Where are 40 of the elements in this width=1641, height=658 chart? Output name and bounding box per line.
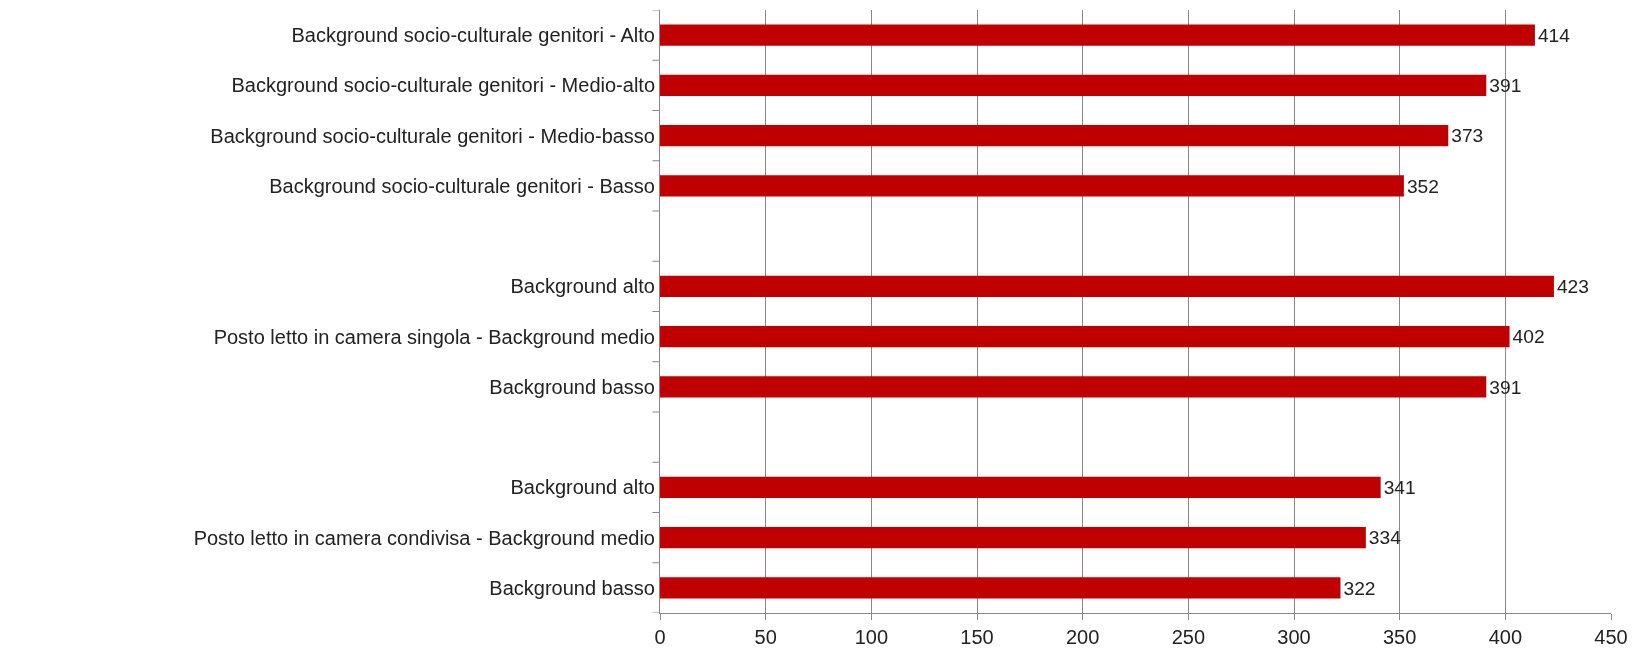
bar: [660, 125, 1449, 147]
data-label: 373: [1451, 125, 1484, 147]
x-tick-label: 450: [1594, 626, 1628, 648]
y-tick-label: Background basso: [489, 375, 655, 398]
x-tick-label: 200: [1065, 626, 1100, 648]
y-tick-label: Background alto: [510, 476, 655, 499]
bar: [660, 74, 1487, 96]
data-label: 352: [1406, 175, 1439, 197]
data-label: 322: [1343, 577, 1376, 599]
data-label: 334: [1368, 527, 1402, 549]
x-tick-label: 0: [654, 626, 666, 648]
x-tick-label: 300: [1277, 626, 1311, 648]
bar: [660, 476, 1381, 498]
data-label: 423: [1556, 276, 1589, 298]
data-label: 391: [1489, 376, 1522, 398]
x-tick-label: 100: [854, 626, 889, 648]
x-tick-label: 350: [1382, 626, 1417, 648]
bar: [660, 326, 1510, 348]
bar: [660, 527, 1366, 549]
data-label: 341: [1383, 477, 1416, 499]
bar: [660, 24, 1535, 46]
bar: [660, 577, 1341, 599]
x-tick-label: 50: [754, 626, 777, 648]
bar: [660, 376, 1487, 398]
y-tick-label: Background alto: [510, 275, 655, 298]
y-tick-label: Background basso: [489, 576, 655, 599]
x-tick-label: 250: [1171, 626, 1206, 648]
bar: [660, 175, 1404, 197]
y-tick-label: Posto letto in camera singola - Background medio: [213, 325, 655, 348]
data-label: 402: [1512, 326, 1545, 348]
x-tick-label: 400: [1488, 626, 1523, 648]
y-tick-label: Background socio-culturale genitori - Medio-basso: [210, 124, 655, 147]
y-tick-label: Background socio-culturale genitori - Medio-alto: [231, 74, 655, 97]
y-tick-label: Posto letto in camera condivisa - Background medio: [193, 526, 655, 549]
bar: [660, 275, 1554, 297]
data-label: 391: [1489, 75, 1522, 97]
data-label: 414: [1537, 24, 1571, 46]
y-tick-label: Background socio-culturale genitori - Alto: [291, 24, 655, 47]
x-tick-label: 150: [960, 626, 994, 648]
y-tick-label: Background socio-culturale genitori - Basso: [269, 174, 655, 197]
